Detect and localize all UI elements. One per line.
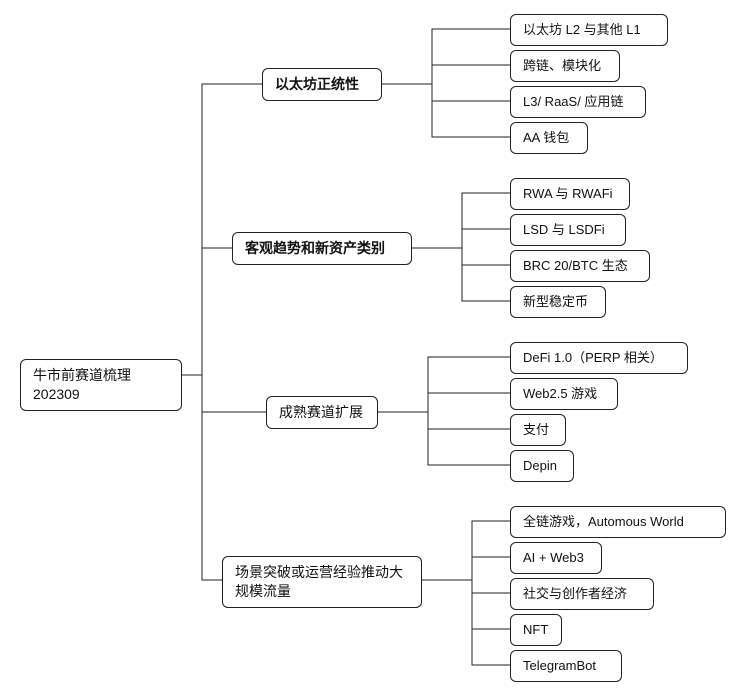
node-n3c: 支付 xyxy=(510,414,566,446)
node-n1d: AA 钱包 xyxy=(510,122,588,154)
node-n2-label: 客观趋势和新资产类别 xyxy=(245,239,385,258)
node-n1a-label: 以太坊 L2 与其他 L1 xyxy=(523,21,641,39)
node-n4b: AI + Web3 xyxy=(510,542,602,574)
node-n2b-label: LSD 与 LSDFi xyxy=(523,221,605,239)
node-n1: 以太坊正统性 xyxy=(262,68,382,101)
node-n4a-label: 全链游戏，Automous World xyxy=(523,513,684,531)
node-root-label: 牛市前赛道梳理 202309 xyxy=(33,366,169,404)
node-n4d-label: NFT xyxy=(523,621,548,639)
node-n3c-label: 支付 xyxy=(523,421,549,439)
node-n1-label: 以太坊正统性 xyxy=(275,75,359,94)
node-n1c-label: L3/ RaaS/ 应用链 xyxy=(523,93,623,111)
node-n4c: 社交与创作者经济 xyxy=(510,578,654,610)
node-n2: 客观趋势和新资产类别 xyxy=(232,232,412,265)
node-n4-label: 场景突破或运营经验推动大规模流量 xyxy=(235,563,409,601)
node-n4c-label: 社交与创作者经济 xyxy=(523,585,627,603)
node-n1b: 跨链、模块化 xyxy=(510,50,620,82)
node-n3a-label: DeFi 1.0（PERP 相关） xyxy=(523,349,663,367)
node-n1a: 以太坊 L2 与其他 L1 xyxy=(510,14,668,46)
node-n3b-label: Web2.5 游戏 xyxy=(523,385,597,403)
node-n4a: 全链游戏，Automous World xyxy=(510,506,726,538)
node-n3d-label: Depin xyxy=(523,457,557,475)
node-n1c: L3/ RaaS/ 应用链 xyxy=(510,86,646,118)
node-n3b: Web2.5 游戏 xyxy=(510,378,618,410)
node-n2a: RWA 与 RWAFi xyxy=(510,178,630,210)
node-n2c: BRC 20/BTC 生态 xyxy=(510,250,650,282)
node-n1d-label: AA 钱包 xyxy=(523,129,569,147)
node-n2c-label: BRC 20/BTC 生态 xyxy=(523,257,628,275)
node-root: 牛市前赛道梳理 202309 xyxy=(20,359,182,411)
node-n3a: DeFi 1.0（PERP 相关） xyxy=(510,342,688,374)
node-n1b-label: 跨链、模块化 xyxy=(523,57,601,75)
node-n2a-label: RWA 与 RWAFi xyxy=(523,185,613,203)
node-n3-label: 成熟赛道扩展 xyxy=(279,403,363,422)
node-n2d: 新型稳定币 xyxy=(510,286,606,318)
node-n4d: NFT xyxy=(510,614,562,646)
node-n4e: TelegramBot xyxy=(510,650,622,682)
node-n4e-label: TelegramBot xyxy=(523,657,596,675)
node-n2d-label: 新型稳定币 xyxy=(523,293,588,311)
node-n4: 场景突破或运营经验推动大规模流量 xyxy=(222,556,422,608)
node-n4b-label: AI + Web3 xyxy=(523,549,584,567)
tree-diagram: 牛市前赛道梳理 202309 以太坊正统性 以太坊 L2 与其他 L1 跨链、模块化 L… xyxy=(0,0,750,695)
node-n2b: LSD 与 LSDFi xyxy=(510,214,626,246)
node-n3d: Depin xyxy=(510,450,574,482)
node-n3: 成熟赛道扩展 xyxy=(266,396,378,429)
